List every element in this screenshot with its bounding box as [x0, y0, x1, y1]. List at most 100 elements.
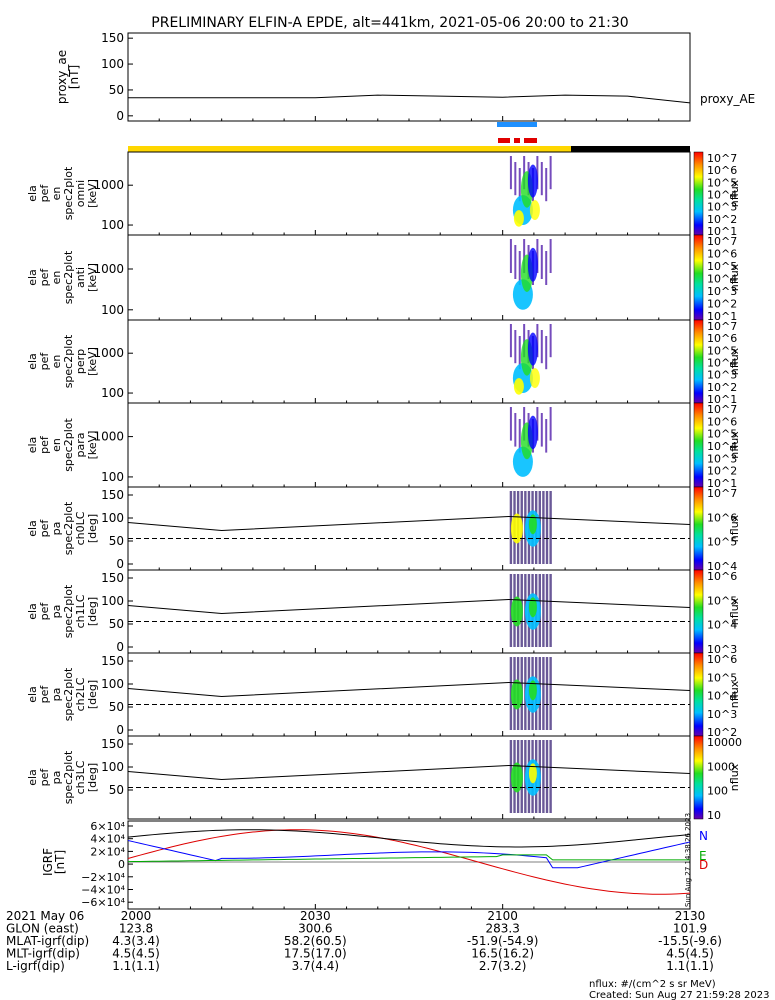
colorbar-tick-label: 10^2 — [707, 465, 737, 478]
colorbar-tick-label: 10 — [707, 809, 721, 822]
colorbar-tick-label: 10^6 — [707, 511, 737, 524]
footer-row-label: MLT-igrf(dip) — [6, 947, 80, 961]
colorbar-gradient — [693, 319, 704, 404]
spec-ytick-label: 100 — [101, 677, 124, 691]
footer-row-value: 16.5(16.2) — [471, 947, 534, 961]
igrf-green-line — [127, 854, 690, 863]
pitch-angle-stripe — [509, 657, 513, 730]
proxy-ae-line — [128, 94, 691, 104]
spec-panel-yticks: 1000 100 — [93, 178, 133, 232]
spec-panel-ylabel-line: perp — [74, 349, 87, 374]
spec-ytick-label: 100 — [101, 594, 124, 608]
spectral-flux-blob — [510, 762, 523, 793]
spectral-flux-blob — [529, 368, 540, 389]
pitch-angle-stripe — [549, 574, 552, 647]
spec-panel-ylabel-line: omni — [74, 180, 87, 207]
spec-panel-frame — [127, 319, 691, 404]
spec-ytick-label: 100 — [101, 218, 124, 232]
spectral-flux-blob — [513, 378, 524, 395]
spec-panel-6: 150 100 50 0 10^6 10^5 10^4 10^3 nflux ela pef pa sp… — [26, 569, 741, 656]
spec-panel-ylabel-line: ch0LC — [74, 511, 87, 545]
loss-cone-line — [127, 598, 691, 615]
igrf-frame — [127, 820, 691, 910]
spectral-stripe — [549, 239, 552, 273]
spectral-stripe — [549, 407, 552, 441]
spectral-stripe — [509, 407, 512, 441]
spec-ytick-label: 150 — [101, 737, 124, 751]
colorbar-tick-label: 10^1 — [707, 310, 737, 323]
spec-panel-ylabel-line: ela — [26, 769, 39, 786]
colorbar-gradient — [693, 735, 704, 820]
spec-panel-ylabel-line: [deg] — [86, 597, 99, 626]
pitch-angle-stripe — [549, 740, 552, 813]
spec-panel-ylabel-line: spec2plot — [62, 667, 75, 721]
igrf-legend-e: E — [699, 849, 707, 863]
pitch-angle-stripe — [545, 491, 549, 564]
colorbar-tick-label: 10^3 — [707, 452, 737, 465]
spectral-stripe — [549, 324, 552, 358]
spec-panel-2: 1000 100 10^710^610^510^410^310^210^1 nflux… — [26, 234, 741, 323]
spec-ytick-label: 50 — [109, 783, 124, 797]
proxy-ae-ytick-label: 150 — [101, 31, 124, 45]
spectral-stripe — [509, 239, 512, 273]
spec-panel-yticks: 150 100 50 — [101, 737, 133, 797]
spec-ytick-label: 0 — [116, 723, 124, 737]
footer-row-value: -15.5(-9.6) — [658, 934, 722, 948]
spectral-stripe — [536, 407, 539, 441]
footer-row-value: 4.5(4.5) — [112, 947, 160, 961]
colorbar-gradient — [693, 569, 704, 654]
spec-panel-8: 150 100 50 10000 1000 100 10 nflux ela pef pa spec2… — [26, 735, 742, 822]
colorbar-tick-label: 10^3 — [707, 708, 737, 721]
footer-row-value: 2000 — [121, 909, 152, 923]
proxy-ae-frame — [127, 32, 691, 122]
footer-row-value: 2130 — [675, 909, 706, 923]
spectral-flux-blob — [527, 164, 538, 198]
igrf-black-line — [127, 829, 691, 848]
colorbar-label: nflux — [728, 680, 741, 708]
spectrogram-data — [509, 740, 552, 813]
spec-panel-frame — [127, 569, 691, 654]
spec-panel-ylabel-line: ela — [26, 353, 39, 370]
colorbar-tick-label: 10^1 — [707, 393, 737, 406]
spectrogram-data — [509, 491, 552, 564]
spec-panel-ylabel-line: pef — [38, 602, 51, 621]
footer-row-value: 283.3 — [485, 922, 519, 936]
footer-row-value: 2.7(3.2) — [479, 959, 527, 973]
spectral-flux-blob — [527, 415, 538, 450]
spec-panel-frame — [127, 486, 691, 571]
nflux-units-note: nflux: #/(cm^2 s sr MeV) — [589, 979, 716, 990]
science-zone-blue-marker — [497, 122, 537, 127]
footer-row-value: 1.1(1.1) — [112, 959, 160, 973]
colorbar-label: nflux — [728, 763, 741, 791]
spectrogram-panels: 100010010^710^610^510^410^310^210^1nflux… — [26, 151, 742, 822]
spec-panel-frame — [127, 652, 691, 737]
spec-ytick-label: 1000 — [93, 346, 124, 360]
colorbar-tick-label: 10^4 — [707, 560, 737, 573]
spectral-stripe — [518, 336, 521, 370]
proxy-ae-ytick-label: 100 — [101, 57, 124, 71]
spectrogram-data — [509, 324, 552, 395]
colorbar-tick-label: 10^5 — [707, 260, 737, 273]
colorbar-tick-label: 10^2 — [707, 726, 737, 739]
spectral-stripe — [514, 413, 517, 447]
colorbar-tick-label: 10^3 — [707, 643, 737, 656]
spectral-stripe — [540, 162, 543, 196]
spec-panel-ylabel-line: spec2plot — [62, 418, 75, 472]
spec-panel-ylabel-line: ela — [26, 520, 39, 537]
pitch-angle-stripe — [509, 574, 513, 647]
colorbar-label: nflux — [728, 514, 741, 542]
colorbar-tick-label: 1000 — [707, 760, 735, 773]
spec-panel-ylabel-line: pa — [50, 605, 63, 619]
igrf-ytick-label: 0 — [118, 858, 125, 871]
pitch-angle-stripe — [549, 657, 552, 730]
colorbar: 10^710^610^510^410^310^210^1 nflux — [693, 402, 741, 490]
colorbar-tick-label: 10^5 — [707, 671, 737, 684]
spectral-stripe — [518, 251, 521, 285]
igrf-legend-n: N — [699, 829, 708, 843]
spec-panel-ylabel-line: en — [50, 271, 63, 285]
spec-panel-frame — [127, 234, 691, 321]
ephemeris-footer: 2021 May 06 2000 2030 2100 2130 GLON (east) 12… — [6, 909, 722, 973]
proxy-ae-label: proxy_AE — [700, 92, 755, 106]
colorbar-tick-label: 10^5 — [707, 176, 737, 189]
